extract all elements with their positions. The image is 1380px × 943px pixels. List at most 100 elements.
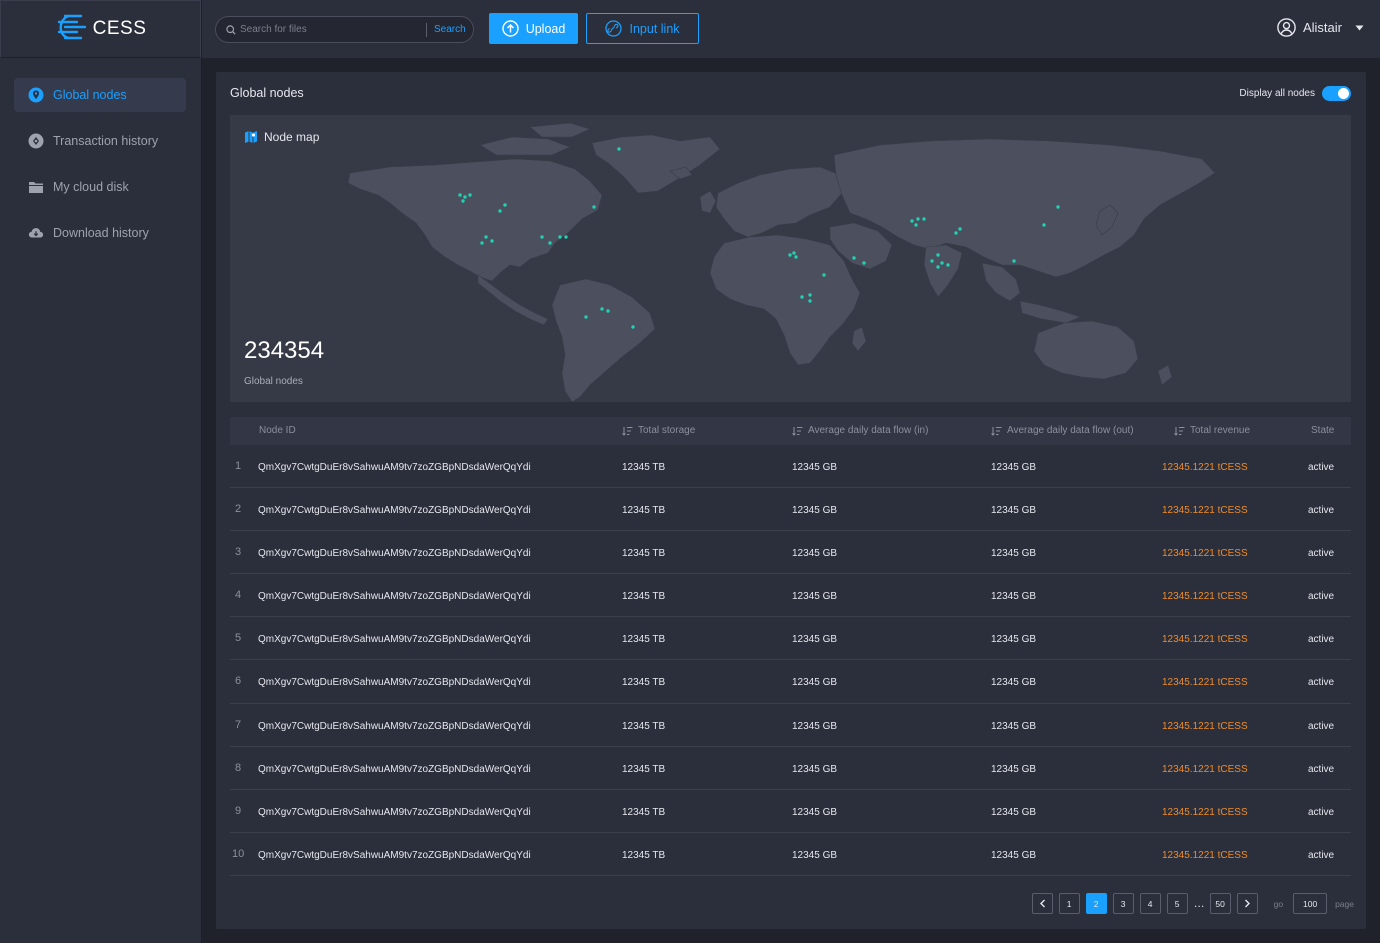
table-row[interactable]: 6 QmXgv7CwtgDuEr8vSahwuAM9tv7zoZGBpNDsda…: [230, 660, 1351, 704]
pagination: 1 2 3 4 5 … 50 go page: [1031, 893, 1354, 914]
row-index: 3: [235, 546, 242, 559]
brand-logo[interactable]: CESS: [0, 0, 201, 58]
sidebar-item-label: My cloud disk: [53, 180, 129, 194]
upload-label: Upload: [525, 21, 566, 36]
node-state: active: [1308, 505, 1335, 517]
column-label: Average daily data flow (out): [1007, 425, 1134, 436]
flow-in: 12345 GB: [792, 677, 838, 689]
node-state: active: [1308, 677, 1335, 689]
sidebar-item-label: Global nodes: [53, 88, 127, 102]
table-row[interactable]: 10 QmXgv7CwtgDuEr8vSahwuAM9tv7zoZGBpNDsd…: [230, 833, 1351, 876]
total-revenue: 12345.1221 tCESS: [1162, 634, 1248, 646]
column-state: State: [1311, 425, 1335, 436]
row-index: 2: [235, 503, 242, 516]
top-header: Search Upload Input link Alistair: [202, 0, 1380, 58]
total-revenue: 12345.1221 tCESS: [1162, 763, 1248, 775]
world-map: [347, 122, 1216, 402]
node-state: active: [1308, 720, 1335, 732]
column-total-revenue[interactable]: Total revenue: [1174, 425, 1250, 436]
sort-icon: [792, 426, 803, 436]
next-page-button[interactable]: [1236, 893, 1258, 914]
page-5-button[interactable]: 5: [1166, 893, 1188, 914]
flow-out: 12345 GB: [991, 849, 1037, 861]
page-last-button[interactable]: 50: [1209, 893, 1231, 914]
total-storage: 12345 TB: [622, 634, 666, 646]
table-row[interactable]: 8 QmXgv7CwtgDuEr8vSahwuAM9tv7zoZGBpNDsda…: [230, 747, 1351, 790]
prev-page-button[interactable]: [1031, 893, 1053, 914]
flow-in: 12345 GB: [792, 591, 838, 603]
flow-in: 12345 GB: [792, 763, 838, 775]
node-state: active: [1308, 849, 1335, 861]
node-id: QmXgv7CwtgDuEr8vSahwuAM9tv7zoZGBpNDsdaWe…: [258, 462, 531, 473]
search-input[interactable]: [240, 24, 420, 35]
user-name: Alistair: [1302, 20, 1342, 35]
node-map-label: Node map: [244, 130, 319, 144]
link-icon: [605, 20, 623, 37]
go-to-page-input[interactable]: [1293, 893, 1328, 914]
sidebar-item-download-history[interactable]: Download history: [14, 216, 186, 250]
total-storage: 12345 TB: [622, 720, 666, 732]
column-total-storage[interactable]: Total storage: [622, 425, 695, 436]
table-body: 1 QmXgv7CwtgDuEr8vSahwuAM9tv7zoZGBpNDsda…: [230, 445, 1351, 876]
total-storage: 12345 TB: [622, 462, 666, 473]
node-map-title: Node map: [264, 130, 320, 144]
display-all-nodes-toggle[interactable]: [1322, 86, 1351, 101]
user-menu[interactable]: Alistair: [1277, 18, 1364, 37]
pagination-ellipsis[interactable]: …: [1193, 897, 1205, 910]
node-id: QmXgv7CwtgDuEr8vSahwuAM9tv7zoZGBpNDsdaWe…: [258, 849, 531, 861]
search-button[interactable]: Search: [434, 24, 466, 35]
column-label: Average daily data flow (in): [808, 425, 929, 436]
total-revenue: 12345.1221 tCESS: [1162, 849, 1248, 861]
sidebar-item-global-nodes[interactable]: Global nodes: [14, 78, 186, 112]
page-4-button[interactable]: 4: [1139, 893, 1161, 914]
page-1-button[interactable]: 1: [1058, 893, 1080, 914]
row-index: 6: [235, 675, 242, 688]
flow-in: 12345 GB: [792, 849, 838, 861]
page-2-button[interactable]: 2: [1085, 893, 1107, 914]
page-3-button[interactable]: 3: [1112, 893, 1134, 914]
global-nodes-count-label: Global nodes: [244, 376, 303, 387]
page-label: page: [1335, 898, 1354, 909]
total-revenue: 12345.1221 tCESS: [1162, 806, 1248, 818]
node-id: QmXgv7CwtgDuEr8vSahwuAM9tv7zoZGBpNDsdaWe…: [258, 677, 531, 689]
node-dots: [458, 147, 1060, 329]
row-index: 7: [235, 718, 242, 731]
flow-out: 12345 GB: [991, 806, 1037, 818]
upload-button[interactable]: Upload: [489, 13, 578, 44]
input-link-button[interactable]: Input link: [586, 13, 699, 44]
table-row[interactable]: 4 QmXgv7CwtgDuEr8vSahwuAM9tv7zoZGBpNDsda…: [230, 574, 1351, 618]
sidebar-nav: Global nodes Transaction history My clou…: [0, 58, 201, 250]
row-index: 9: [235, 804, 242, 817]
column-flow-out[interactable]: Average daily data flow (out): [991, 425, 1134, 436]
flow-out: 12345 GB: [991, 591, 1037, 603]
table-row[interactable]: 1 QmXgv7CwtgDuEr8vSahwuAM9tv7zoZGBpNDsda…: [230, 445, 1351, 489]
table-row[interactable]: 2 QmXgv7CwtgDuEr8vSahwuAM9tv7zoZGBpNDsda…: [230, 488, 1351, 532]
flow-out: 12345 GB: [991, 505, 1037, 517]
node-state: active: [1308, 462, 1335, 473]
total-revenue: 12345.1221 tCESS: [1162, 591, 1248, 603]
total-revenue: 12345.1221 tCESS: [1162, 505, 1248, 517]
table-row[interactable]: 7 QmXgv7CwtgDuEr8vSahwuAM9tv7zoZGBpNDsda…: [230, 704, 1351, 747]
node-state: active: [1308, 763, 1335, 775]
table-row[interactable]: 3 QmXgv7CwtgDuEr8vSahwuAM9tv7zoZGBpNDsda…: [230, 531, 1351, 575]
toggle-label: Display all nodes: [1239, 88, 1315, 99]
column-flow-in[interactable]: Average daily data flow (in): [792, 425, 928, 436]
node-id: QmXgv7CwtgDuEr8vSahwuAM9tv7zoZGBpNDsdaWe…: [258, 505, 531, 517]
total-storage: 12345 TB: [622, 677, 666, 689]
total-revenue: 12345.1221 tCESS: [1162, 548, 1248, 560]
sort-icon: [1174, 426, 1185, 436]
page-title: Global nodes: [230, 86, 304, 100]
node-id: QmXgv7CwtgDuEr8vSahwuAM9tv7zoZGBpNDsdaWe…: [258, 806, 531, 818]
flow-in: 12345 GB: [792, 505, 838, 517]
table-row[interactable]: 5 QmXgv7CwtgDuEr8vSahwuAM9tv7zoZGBpNDsda…: [230, 617, 1351, 661]
row-index: 5: [235, 632, 242, 645]
sidebar-item-transaction-history[interactable]: Transaction history: [14, 124, 186, 158]
node-id: QmXgv7CwtgDuEr8vSahwuAM9tv7zoZGBpNDsdaWe…: [258, 591, 531, 603]
flow-in: 12345 GB: [792, 548, 838, 560]
cloud-download-icon: [28, 225, 44, 241]
table-row[interactable]: 9 QmXgv7CwtgDuEr8vSahwuAM9tv7zoZGBpNDsda…: [230, 790, 1351, 833]
go-label: go: [1273, 898, 1284, 909]
flow-out: 12345 GB: [991, 763, 1037, 775]
sidebar-item-my-cloud-disk[interactable]: My cloud disk: [14, 170, 186, 204]
map-icon: [244, 130, 258, 144]
